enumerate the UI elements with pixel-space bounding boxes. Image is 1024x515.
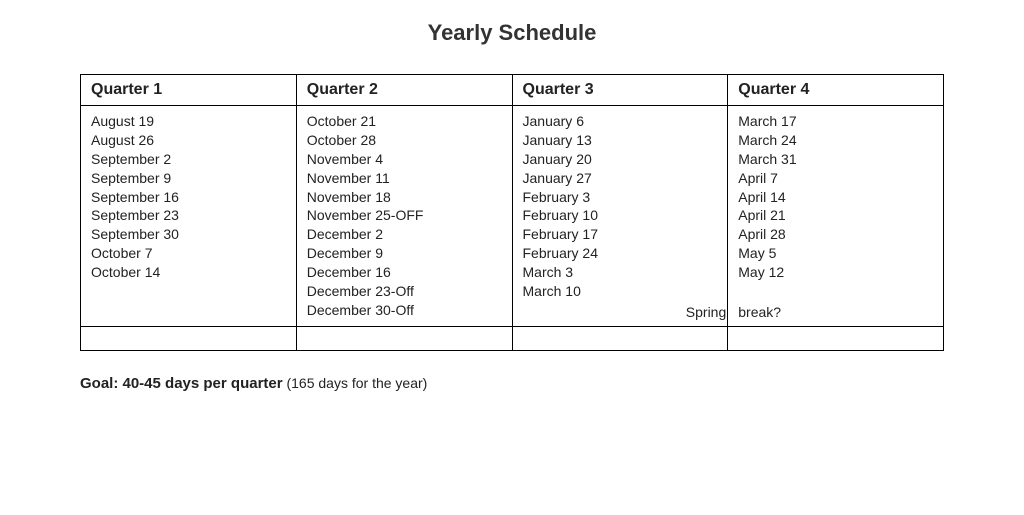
date-entry: April 28 bbox=[738, 225, 933, 244]
date-entry: April 7 bbox=[738, 169, 933, 188]
empty-cell bbox=[81, 326, 297, 350]
q2-dates: October 21 October 28 November 4 Novembe… bbox=[296, 106, 512, 327]
date-entry: February 3 bbox=[523, 188, 718, 207]
date-entry: March 10 bbox=[523, 282, 718, 301]
date-entry: February 24 bbox=[523, 244, 718, 263]
goal-rest: (165 days for the year) bbox=[283, 375, 428, 391]
table-dates-row: August 19 August 26 September 2 Septembe… bbox=[81, 106, 944, 327]
date-entry: December 16 bbox=[307, 263, 502, 282]
date-entry: November 4 bbox=[307, 150, 502, 169]
date-entry: May 12 bbox=[738, 263, 933, 282]
date-entry: September 23 bbox=[91, 206, 286, 225]
date-entry: January 6 bbox=[523, 112, 718, 131]
col-header-q2: Quarter 2 bbox=[296, 75, 512, 106]
date-entry: January 27 bbox=[523, 169, 718, 188]
schedule-table: Quarter 1 Quarter 2 Quarter 3 Quarter 4 … bbox=[80, 74, 944, 351]
table-header-row: Quarter 1 Quarter 2 Quarter 3 Quarter 4 bbox=[81, 75, 944, 106]
date-entry: February 10 bbox=[523, 206, 718, 225]
date-entry: September 9 bbox=[91, 169, 286, 188]
date-entry: September 30 bbox=[91, 225, 286, 244]
date-entry: March 17 bbox=[738, 112, 933, 131]
date-entry: October 14 bbox=[91, 263, 286, 282]
date-entry: December 30-Off bbox=[307, 301, 502, 320]
col-header-q4: Quarter 4 bbox=[728, 75, 944, 106]
q4-dates: March 17 March 24 March 31 April 7 April… bbox=[728, 106, 944, 327]
table-empty-row bbox=[81, 326, 944, 350]
date-entry: January 13 bbox=[523, 131, 718, 150]
col-header-q1: Quarter 1 bbox=[81, 75, 297, 106]
page-title: Yearly Schedule bbox=[80, 20, 944, 46]
date-entry: December 23-Off bbox=[307, 282, 502, 301]
date-entry: August 26 bbox=[91, 131, 286, 150]
date-entry: March 3 bbox=[523, 263, 718, 282]
date-entry: September 2 bbox=[91, 150, 286, 169]
q1-dates: August 19 August 26 September 2 Septembe… bbox=[81, 106, 297, 327]
spring-note-right: break? bbox=[738, 303, 781, 322]
date-entry: November 25-OFF bbox=[307, 206, 502, 225]
date-entry: December 9 bbox=[307, 244, 502, 263]
date-entry: December 2 bbox=[307, 225, 502, 244]
date-entry: August 19 bbox=[91, 112, 286, 131]
spring-note-left: Spring bbox=[686, 303, 726, 322]
date-entry: May 5 bbox=[738, 244, 933, 263]
date-entry: February 17 bbox=[523, 225, 718, 244]
date-entry: April 21 bbox=[738, 206, 933, 225]
empty-cell bbox=[296, 326, 512, 350]
date-entry: October 28 bbox=[307, 131, 502, 150]
date-entry: April 14 bbox=[738, 188, 933, 207]
date-entry: September 16 bbox=[91, 188, 286, 207]
date-entry: March 31 bbox=[738, 150, 933, 169]
date-entry: October 21 bbox=[307, 112, 502, 131]
date-entry: March 24 bbox=[738, 131, 933, 150]
empty-cell bbox=[728, 326, 944, 350]
date-entry: October 7 bbox=[91, 244, 286, 263]
date-entry: November 11 bbox=[307, 169, 502, 188]
empty-cell bbox=[512, 326, 728, 350]
q3-dates: January 6 January 13 January 20 January … bbox=[512, 106, 728, 327]
col-header-q3: Quarter 3 bbox=[512, 75, 728, 106]
date-entry: January 20 bbox=[523, 150, 718, 169]
date-entry: November 18 bbox=[307, 188, 502, 207]
goal-line: Goal: 40-45 days per quarter (165 days f… bbox=[80, 375, 944, 392]
goal-strong: Goal: 40-45 days per quarter bbox=[80, 375, 283, 392]
